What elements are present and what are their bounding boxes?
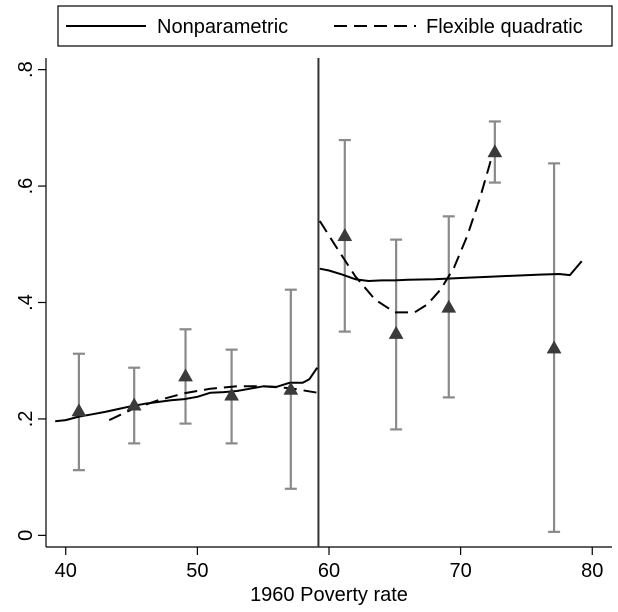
x-tick-label: 40	[55, 560, 77, 582]
bin-mean-marker	[224, 387, 240, 401]
x-tick-label: 50	[186, 560, 208, 582]
bin-mean-marker	[126, 397, 142, 411]
series-flexible-quadratic-segment-2	[318, 150, 495, 314]
x-ticks: 40 50 60 70 80	[55, 547, 603, 582]
y-ticks: 0 .2 .4 .6 .8	[15, 61, 46, 541]
x-tick-label: 80	[581, 560, 603, 582]
series-nonparametric-segment-2	[319, 260, 583, 282]
fit-lines	[55, 150, 583, 423]
x-tick-label: 70	[450, 560, 472, 582]
axes	[45, 58, 612, 548]
bin-mean-marker	[283, 381, 299, 395]
y-tick-label: .4	[15, 294, 37, 311]
series-flexible-quadratic-segment-1	[108, 385, 318, 422]
bin-mean-marker	[337, 228, 353, 242]
y-tick-label: .2	[15, 411, 37, 428]
x-axis-title: 1960 Poverty rate	[250, 584, 408, 606]
bin-mean-marker	[178, 368, 193, 382]
bin-mean-marker	[546, 340, 562, 354]
series-nonparametric-segment-1	[55, 367, 319, 423]
y-tick-label: .8	[15, 61, 37, 78]
bin-mean-marker	[71, 403, 87, 417]
bin-markers	[71, 144, 562, 417]
bin-mean-marker	[388, 325, 404, 339]
x-tick-label: 60	[318, 560, 340, 582]
bin-mean-marker	[487, 144, 503, 158]
y-tick-label: 0	[15, 530, 37, 541]
legend-label-nonparametric: Nonparametric	[157, 16, 288, 38]
legend-label-flexible-quadratic: Flexible quadratic	[426, 16, 583, 38]
bin-mean-marker	[441, 299, 457, 313]
y-tick-label: .6	[15, 178, 37, 195]
error-bars	[72, 120, 561, 533]
legend: Nonparametric Flexible quadratic	[57, 5, 613, 47]
